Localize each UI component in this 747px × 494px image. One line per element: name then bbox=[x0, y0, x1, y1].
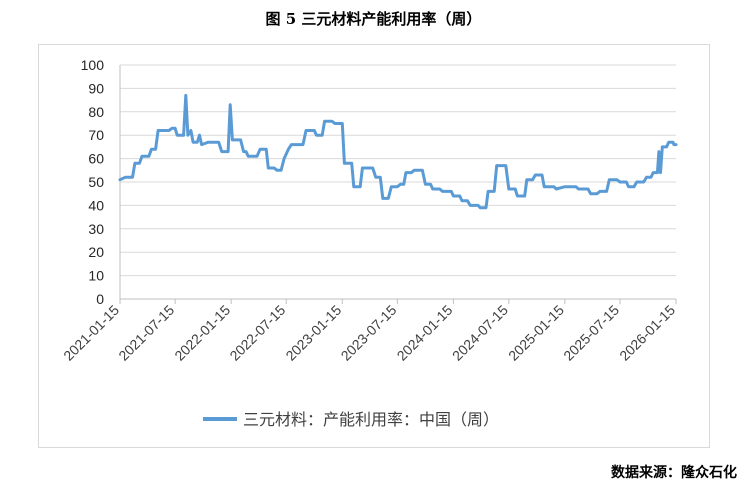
figure-title: 图 5 三元材料产能利用率（周） bbox=[265, 10, 482, 28]
x-tick-label: 2025-07-15 bbox=[560, 302, 622, 364]
legend-label: 三元材料：产能利用率：中国（周） bbox=[243, 410, 499, 429]
x-tick-label: 2022-07-15 bbox=[226, 302, 288, 364]
x-tick-label: 2024-01-15 bbox=[394, 302, 456, 364]
y-tick-label: 100 bbox=[81, 57, 105, 73]
x-tick-label: 2023-01-15 bbox=[282, 302, 344, 364]
y-tick-label: 10 bbox=[88, 268, 104, 284]
x-tick-label: 2021-07-15 bbox=[115, 302, 177, 364]
gridlines bbox=[120, 64, 676, 277]
x-tick-label: 2026-01-15 bbox=[616, 302, 678, 364]
x-tick-label: 2021-01-15 bbox=[60, 302, 122, 364]
y-tick-label: 60 bbox=[88, 151, 104, 167]
source-note: 数据来源：隆众石化 bbox=[611, 465, 737, 481]
x-tick-label: 2025-01-15 bbox=[505, 302, 567, 364]
y-tick-label: 20 bbox=[88, 244, 104, 260]
y-tick-label: 80 bbox=[88, 104, 104, 120]
y-tick-label: 50 bbox=[88, 174, 104, 190]
legend: 三元材料：产能利用率：中国（周） bbox=[203, 410, 499, 429]
series-layer bbox=[118, 93, 678, 210]
y-tick-label: 90 bbox=[88, 80, 104, 96]
x-tick-label: 2023-07-15 bbox=[338, 302, 400, 364]
y-tick-label: 0 bbox=[96, 291, 104, 307]
axes: 0 10 20 30 40 50 60 70 80 90 100 2021-01-152021-07-… bbox=[60, 57, 678, 364]
x-tick-label: 2022-01-15 bbox=[171, 302, 233, 364]
y-tick-label: 70 bbox=[88, 127, 104, 143]
chart-frame bbox=[38, 44, 710, 448]
y-tick-label: 30 bbox=[88, 221, 104, 237]
x-tick-label: 2024-07-15 bbox=[449, 302, 511, 364]
y-tick-label: 40 bbox=[88, 197, 104, 213]
series-line bbox=[118, 93, 678, 210]
